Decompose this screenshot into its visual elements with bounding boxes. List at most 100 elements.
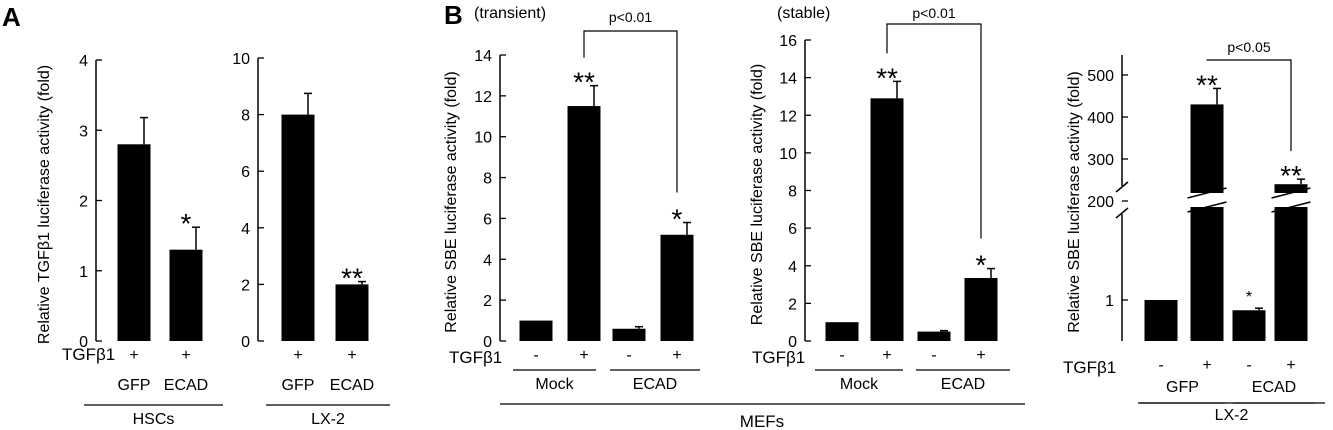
panel-a-letter: A xyxy=(2,2,21,32)
a-lx2-tick-label: 6 xyxy=(241,164,250,181)
b-stable-tick-label: 6 xyxy=(788,221,797,238)
b-stable-pvalue-bracket xyxy=(886,23,982,239)
a-hsc-treatment-sign: + xyxy=(181,347,190,364)
b-lx2-treatment-sign: - xyxy=(1158,357,1163,374)
b-lx2-pvalue-bracket xyxy=(1206,59,1292,152)
b-stable-group-label: ECAD xyxy=(941,376,985,393)
a-lx2-bar xyxy=(335,284,369,341)
b-stable-tick-label: 12 xyxy=(779,108,797,125)
b-stable-tick-label: 16 xyxy=(779,33,797,50)
a-lx2-tick-label: 8 xyxy=(241,108,250,125)
b-lx2-group-label: ECAD xyxy=(1252,379,1296,396)
b-transient-tick-label: 6 xyxy=(483,211,492,228)
b-lx2-pvalue-label: p<0.05 xyxy=(1227,39,1270,55)
tgf-label-a: TGFβ1 xyxy=(62,345,115,364)
b-stable-tick-label: 4 xyxy=(788,259,797,276)
a-lx2-bar xyxy=(281,114,315,341)
tgf-label-b-transient: TGFβ1 xyxy=(449,348,502,367)
b-lx2-tick-label: 500 xyxy=(1087,68,1114,85)
b-transient-tick-label: 2 xyxy=(483,293,492,310)
a-hsc-cell-label: HSCs xyxy=(133,411,175,428)
b-lx2-bar xyxy=(1190,104,1224,342)
b-stable-tick-label: 2 xyxy=(788,296,797,313)
b-stable-tick-label: 10 xyxy=(779,146,797,163)
a-lx2-tick-label: 0 xyxy=(241,334,250,351)
b-stable-treatment-sign: - xyxy=(931,347,936,364)
b-lx2-significance-mark: ** xyxy=(1280,160,1302,191)
b-transient-y-label: Relative SBE luciferase activity (fold) xyxy=(443,71,460,332)
a-lx2-treatment-sign: + xyxy=(293,347,302,364)
a-hsc-treatment-sign: + xyxy=(129,347,138,364)
b-lx2-treatment-sign: - xyxy=(1246,357,1251,374)
b-lx2-significance-mark: ** xyxy=(1196,69,1218,100)
b-stable-title: (stable) xyxy=(777,5,830,22)
b-lx2-tick-label: 200 xyxy=(1087,194,1114,211)
a-hsc-group-label: ECAD xyxy=(164,377,208,394)
b-stable-group-label: Mock xyxy=(840,376,879,393)
b-lx2-group-label: GFP xyxy=(1166,379,1199,396)
b-transient-treatment-sign: + xyxy=(672,347,681,364)
b-transient-bar xyxy=(660,234,694,341)
b-lx2-tick-label: 1 xyxy=(1105,293,1114,310)
b-transient-tick-label: 10 xyxy=(474,130,492,147)
a-lx2-group-label: GFP xyxy=(282,377,315,394)
b-transient-bar xyxy=(567,106,601,341)
b-stable-bar xyxy=(825,322,859,341)
b-stable-bar xyxy=(870,98,904,341)
b-transient-treatment-sign: - xyxy=(626,347,631,364)
a-hsc-y-label: Relative TGFβ1 luciferase activity (fold… xyxy=(36,65,53,344)
b-transient-tick-label: 12 xyxy=(474,89,492,106)
b-lx2-bar xyxy=(1144,300,1178,341)
b-transient-tick-label: 4 xyxy=(483,252,492,269)
b-transient-bar xyxy=(519,320,553,341)
b-stable-treatment-sign: - xyxy=(839,347,844,364)
a-lx2-cell-label: LX-2 xyxy=(311,411,345,428)
mefs-label: MEFs xyxy=(740,412,784,430)
b-transient-treatment-sign: + xyxy=(579,347,588,364)
b-transient-group-label: ECAD xyxy=(633,376,677,393)
b-transient-treatment-sign: - xyxy=(533,347,538,364)
b-stable-y-label: Relative SBE luciferase activity (fold) xyxy=(749,64,766,325)
b-stable-bar xyxy=(917,331,951,341)
a-hsc-tick-label: 2 xyxy=(79,194,88,211)
a-hsc-significance-mark: * xyxy=(181,208,192,239)
b-lx2-cell-label: LX-2 xyxy=(1215,407,1249,424)
a-lx2-treatment-sign: + xyxy=(347,347,356,364)
b-transient-bar xyxy=(612,328,646,341)
b-transient-pvalue-label: p<0.01 xyxy=(609,9,652,25)
b-lx2-bar-break-line xyxy=(1187,201,1227,213)
b-lx2-bar-break-gap xyxy=(1189,193,1225,207)
b-transient-pvalue-bracket xyxy=(583,30,678,193)
b-stable-significance-mark: ** xyxy=(876,62,898,93)
a-hsc-bar xyxy=(169,249,203,341)
b-stable-significance-mark: * xyxy=(976,250,987,281)
b-transient-tick-label: 8 xyxy=(483,171,492,188)
b-lx2-bar-break-line xyxy=(1271,187,1311,199)
b-lx2-tick-label: 400 xyxy=(1087,110,1114,127)
b-lx2-bar xyxy=(1232,310,1266,341)
b-lx2-bar-break-line xyxy=(1271,201,1311,213)
b-transient-tick-label: 14 xyxy=(474,48,492,65)
tgf-label-b-lx2: TGFβ1 xyxy=(1063,358,1116,377)
a-hsc-tick-label: 1 xyxy=(79,264,88,281)
b-lx2-bar-break-line xyxy=(1187,187,1227,199)
b-transient-significance-mark: ** xyxy=(573,67,595,98)
tgf-label-b-stable: TGFβ1 xyxy=(752,348,805,367)
b-stable-treatment-sign: + xyxy=(976,347,985,364)
panel-b-letter: B xyxy=(444,0,463,30)
b-stable-treatment-sign: + xyxy=(882,347,891,364)
a-hsc-bar xyxy=(117,144,151,341)
b-lx2-y-label: Relative SBE luciferase activity (fold) xyxy=(1066,71,1083,332)
b-lx2-treatment-sign: + xyxy=(1202,357,1211,374)
b-transient-group-label: Mock xyxy=(535,376,574,393)
b-stable-bar xyxy=(964,277,998,341)
a-lx2-tick-label: 4 xyxy=(241,221,250,238)
a-lx2-significance-mark: ** xyxy=(341,263,363,294)
b-lx2-bar-break-gap xyxy=(1273,193,1309,207)
a-lx2-tick-label: 10 xyxy=(232,51,250,68)
b-stable-pvalue-label: p<0.01 xyxy=(912,5,955,21)
a-lx2-group-label: ECAD xyxy=(330,377,374,394)
b-transient-significance-mark: * xyxy=(672,204,683,235)
b-lx2-significance-mark: * xyxy=(1246,289,1252,306)
b-transient-tick-label: 0 xyxy=(483,334,492,351)
